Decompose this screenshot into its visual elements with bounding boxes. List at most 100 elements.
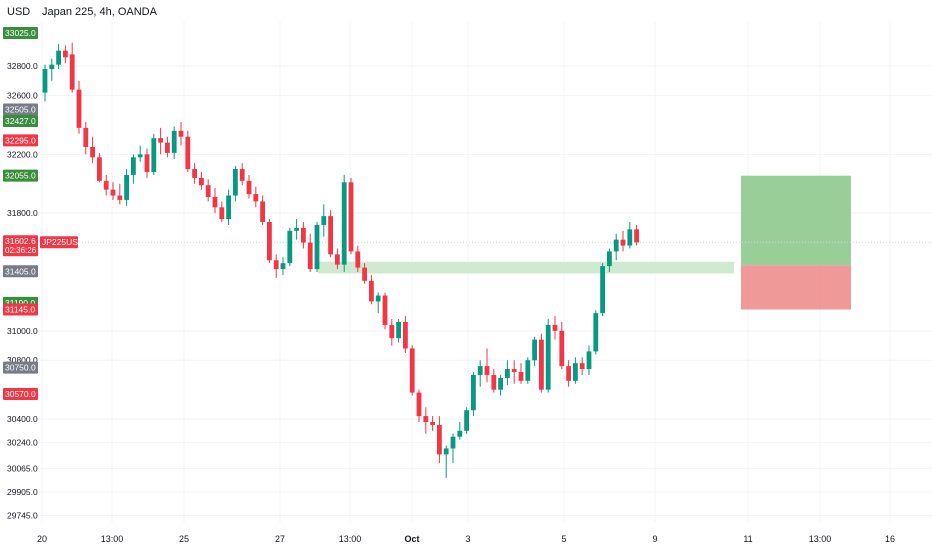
candle-up	[532, 339, 537, 361]
candle-down	[552, 324, 558, 331]
candle-down	[246, 180, 252, 195]
price-label-badge	[3, 169, 38, 182]
candle-up	[457, 430, 463, 437]
position-target-zone	[741, 175, 851, 266]
candle-up	[396, 322, 401, 339]
x-tick-label: 20	[37, 534, 47, 544]
y-tick-label: 32600.0	[7, 91, 38, 101]
candle-down	[511, 369, 517, 372]
candle-down	[76, 89, 82, 128]
x-tick-label: 5	[561, 534, 566, 544]
candle-up	[607, 251, 612, 267]
candle-down	[253, 194, 259, 202]
symbol-label: JP225USD	[42, 237, 84, 247]
y-tick-label: 31000.0	[7, 326, 38, 336]
price-label-text: 31190.0	[5, 298, 35, 308]
current-price-value: 31602.6	[5, 236, 36, 246]
y-tick-label: 29745.0	[7, 510, 38, 520]
candle-down	[518, 372, 524, 381]
candle-up	[375, 295, 381, 302]
candle-down	[97, 157, 102, 181]
current-price-countdown: 02:36:26	[5, 246, 37, 255]
candle-up	[137, 154, 143, 158]
candle-down	[491, 374, 497, 390]
price-label-badge	[3, 103, 38, 116]
candle-down	[382, 295, 388, 325]
candle-up	[294, 227, 299, 231]
candle-up	[443, 448, 449, 455]
x-tick-label: 3	[465, 534, 470, 544]
candle-down	[539, 339, 544, 390]
candle-down	[158, 138, 163, 143]
candle-down	[178, 130, 184, 137]
candle-down	[301, 227, 306, 243]
price-label-text: 32505.0	[5, 105, 36, 115]
candle-up	[131, 157, 136, 175]
candle-up	[464, 410, 469, 431]
candle-down	[110, 189, 116, 196]
candle-down	[566, 366, 571, 381]
candle-down	[362, 267, 367, 281]
y-tick-label: 30240.0	[7, 438, 38, 448]
x-tick-label: 16	[885, 534, 895, 544]
candle-up	[545, 324, 551, 390]
candle-up	[321, 216, 327, 225]
candle-down	[335, 254, 340, 265]
symbol-badge	[40, 236, 78, 249]
candle-down	[103, 180, 109, 190]
candle-up	[233, 169, 238, 196]
price-label-text: 31145.0	[5, 305, 35, 315]
current-price-badge	[3, 235, 38, 257]
candle-up	[505, 369, 510, 378]
price-label-text: 32295.0	[5, 135, 36, 145]
price-label-text: 30570.0	[5, 389, 36, 399]
candle-up	[477, 366, 483, 375]
candle-up	[498, 377, 503, 390]
candle-down	[165, 142, 170, 153]
candle-down	[634, 229, 639, 243]
candle-down	[192, 169, 197, 178]
candle-down	[484, 366, 490, 375]
candle-down	[369, 280, 374, 302]
candle-down	[185, 136, 191, 170]
price-label-badge	[3, 361, 38, 374]
candle-down	[579, 363, 585, 370]
y-tick-label: 30800.0	[7, 355, 38, 365]
candle-down	[389, 324, 395, 339]
x-tick-label: 9	[652, 534, 657, 544]
candle-up	[280, 263, 286, 270]
candle-up	[450, 436, 456, 449]
candle-up	[42, 69, 48, 93]
candle-up	[593, 313, 599, 352]
position-stop-zone	[741, 265, 851, 310]
candle-down	[559, 330, 565, 367]
x-tick-label: Oct	[404, 534, 419, 544]
candle-up	[586, 351, 592, 370]
candle-down	[219, 207, 225, 220]
price-label-badge	[3, 265, 38, 278]
candle-down	[63, 50, 68, 58]
candle-up	[613, 239, 619, 252]
price-label-text: 32055.0	[5, 171, 36, 181]
y-tick-label: 32800.0	[7, 61, 38, 71]
candle-up	[627, 229, 633, 246]
candle-down	[403, 322, 408, 349]
y-tick-label: 31800.0	[7, 208, 38, 218]
candle-up	[151, 138, 157, 172]
candle-down	[117, 195, 123, 200]
candle-up	[525, 360, 531, 381]
candle-down	[620, 239, 626, 246]
price-label-badge	[3, 388, 38, 401]
y-tick-label: 30065.0	[7, 463, 38, 473]
x-tick-label: 27	[275, 534, 285, 544]
price-label-text: 33025.0	[5, 28, 36, 38]
candle-down	[83, 127, 89, 147]
candle-up	[573, 363, 578, 381]
candle-down	[239, 169, 245, 181]
candle-up	[287, 230, 293, 264]
candle-up	[600, 266, 605, 314]
price-label-text: 32427.0	[5, 116, 36, 126]
candle-down	[90, 147, 95, 158]
